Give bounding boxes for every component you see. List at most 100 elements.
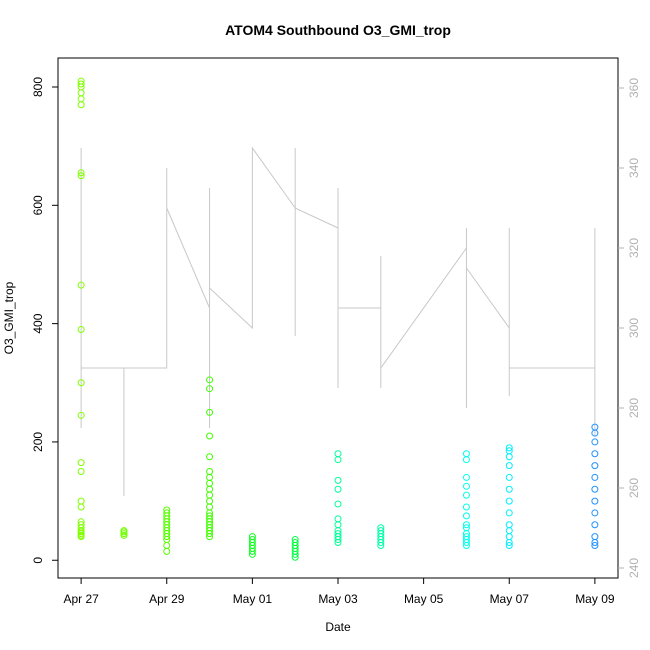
point — [206, 503, 214, 511]
point — [462, 524, 470, 532]
point — [77, 101, 85, 109]
point — [505, 533, 513, 541]
y2-tick-label: 360 — [627, 78, 641, 98]
point — [462, 533, 470, 541]
point — [462, 491, 470, 499]
point — [206, 491, 214, 499]
point — [505, 509, 513, 517]
point — [77, 169, 85, 177]
y2-tick-label: 340 — [627, 158, 641, 178]
point — [163, 541, 171, 549]
point — [591, 541, 599, 549]
y-tick-label: 400 — [31, 313, 45, 333]
x-tick-label: May 05 — [404, 592, 444, 606]
point — [77, 503, 85, 511]
x-axis-label: Date — [325, 620, 351, 634]
point — [591, 450, 599, 458]
point — [462, 503, 470, 511]
y-tick-label: 200 — [31, 432, 45, 452]
point — [505, 541, 513, 549]
point — [591, 423, 599, 431]
point — [248, 536, 256, 544]
point — [163, 509, 171, 517]
point — [77, 497, 85, 505]
point — [505, 521, 513, 529]
point — [120, 527, 128, 535]
point — [163, 506, 171, 514]
y2-tick-label: 260 — [627, 478, 641, 498]
x-tick-label: Apr 29 — [149, 592, 185, 606]
point — [591, 485, 599, 493]
point — [77, 518, 85, 526]
x-tick-label: May 03 — [318, 592, 358, 606]
point — [462, 512, 470, 520]
point — [77, 468, 85, 476]
point — [334, 500, 342, 508]
y-tick-label: 800 — [31, 77, 45, 97]
point — [591, 438, 599, 446]
point — [591, 462, 599, 470]
y2-tick-label: 240 — [627, 558, 641, 578]
point — [206, 485, 214, 493]
point — [505, 447, 513, 455]
y2-tick-label: 280 — [627, 398, 641, 418]
y-tick-label: 600 — [31, 195, 45, 215]
point — [206, 453, 214, 461]
point — [377, 527, 385, 535]
point — [206, 512, 214, 520]
point — [291, 536, 299, 544]
point — [462, 473, 470, 481]
point — [591, 509, 599, 517]
point — [206, 408, 214, 416]
point — [206, 376, 214, 384]
point — [291, 539, 299, 547]
point — [591, 521, 599, 529]
point — [334, 521, 342, 529]
point — [505, 453, 513, 461]
point — [206, 468, 214, 476]
point — [334, 485, 342, 493]
point — [77, 80, 85, 88]
x-tick-label: May 07 — [490, 592, 530, 606]
point — [505, 473, 513, 481]
point — [334, 476, 342, 484]
point — [206, 497, 214, 505]
point — [462, 521, 470, 529]
point — [462, 456, 470, 464]
point — [505, 485, 513, 493]
x-tick-label: May 01 — [233, 592, 273, 606]
y2-tick-label: 300 — [627, 318, 641, 338]
point — [77, 89, 85, 97]
point — [77, 95, 85, 103]
point — [77, 326, 85, 334]
point — [163, 547, 171, 555]
point — [505, 462, 513, 470]
point — [377, 524, 385, 532]
x-tick-label: Apr 27 — [63, 592, 99, 606]
point — [591, 533, 599, 541]
line — [80, 146, 596, 496]
point — [77, 77, 85, 85]
point — [505, 497, 513, 505]
point — [77, 172, 85, 180]
point — [591, 497, 599, 505]
point — [334, 456, 342, 464]
point — [462, 482, 470, 490]
chart-title: ATOM4 Southbound O3_GMI_trop — [225, 22, 451, 38]
point — [77, 528, 85, 536]
point — [77, 531, 85, 539]
point — [505, 444, 513, 452]
y-axis-label: O3_GMI_trop — [2, 281, 16, 354]
point — [77, 459, 85, 467]
point — [334, 515, 342, 523]
point — [206, 432, 214, 440]
point — [462, 450, 470, 458]
point — [248, 533, 256, 541]
point — [77, 379, 85, 387]
point — [334, 530, 342, 538]
point — [77, 281, 85, 289]
point — [591, 473, 599, 481]
point — [206, 385, 214, 393]
point — [206, 473, 214, 481]
